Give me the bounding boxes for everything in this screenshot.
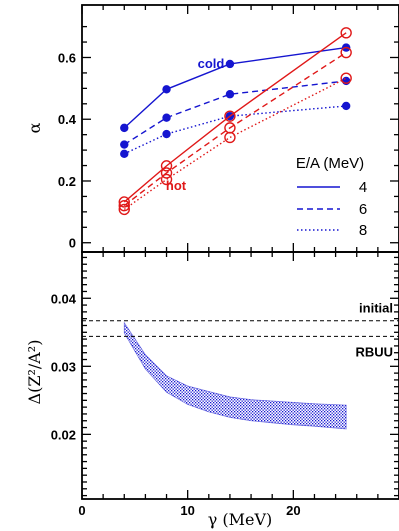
data-point-hot-4 xyxy=(118,196,130,208)
annotation-hot: hot xyxy=(166,178,187,193)
top-y-tick-label: 0.6 xyxy=(58,50,76,65)
top-y-axis-title: α xyxy=(25,122,44,133)
data-point-cold-8 xyxy=(341,101,351,111)
legend-label-8: 8 xyxy=(359,222,367,239)
data-point-cold-6 xyxy=(341,76,351,86)
x-tick-label: 10 xyxy=(180,503,194,518)
bottom-y-tick-labels: 0.02 0.03 0.04 xyxy=(51,291,77,442)
data-point-cold-6 xyxy=(162,113,171,122)
data-point-cold-6 xyxy=(225,90,235,99)
bottom-axis-ticks xyxy=(81,252,399,499)
top-plot-frame xyxy=(81,4,399,253)
uncertainty-band xyxy=(123,321,347,430)
data-point-hot-4 xyxy=(224,110,236,122)
legend-label-4: 4 xyxy=(359,179,367,196)
data-point-hot-4 xyxy=(160,160,173,172)
legend-title: E/A (MeV) xyxy=(296,155,364,172)
data-point-hot-6 xyxy=(118,199,130,212)
data-point-cold-8 xyxy=(120,149,129,159)
annotation-cold: cold xyxy=(198,56,225,71)
top-y-tick-labels: 0 0.2 0.4 0.6 xyxy=(58,50,77,250)
bottom-plot-frame xyxy=(81,251,399,500)
data-point-hot-8 xyxy=(224,131,236,144)
top-y-tick-label: 0.2 xyxy=(58,174,76,189)
bottom-y-axis-title: Δ(Z²/A²) xyxy=(25,340,44,405)
hline-label-rbuu: RBUU xyxy=(355,344,393,359)
x-axis-title: γ (MeV) xyxy=(208,510,273,529)
x-tick-label: 0 xyxy=(78,503,85,518)
series-line-hot-6 xyxy=(123,51,347,207)
data-point-cold-4 xyxy=(225,59,235,69)
top-axis-ticks xyxy=(81,5,399,252)
bottom-y-tick-label: 0.04 xyxy=(51,291,77,306)
top-series-group xyxy=(118,27,352,216)
data-point-hot-8 xyxy=(118,203,130,216)
data-point-cold-6 xyxy=(120,140,129,149)
data-point-cold-4 xyxy=(120,123,129,133)
data-point-hot-6 xyxy=(160,167,173,179)
hline-label-initial: initial xyxy=(359,301,393,316)
bottom-panel: Δ(Z²/A²) 0.020.030.04 0 10 20 initialRBUU … xyxy=(25,251,399,529)
band-group xyxy=(123,321,347,430)
data-point-hot-4 xyxy=(340,27,352,39)
top-y-tick-label: 0 xyxy=(69,236,76,251)
x-tick-label: 20 xyxy=(286,503,300,518)
reference-lines: initial RBUU xyxy=(82,301,399,359)
data-point-cold-8 xyxy=(162,129,171,139)
legend-label-6: 6 xyxy=(359,201,367,218)
series-line-hot-8 xyxy=(123,77,347,210)
x-tick-labels: 0 10 20 xyxy=(78,503,300,518)
series-line-cold-6 xyxy=(123,80,347,146)
data-point-cold-4 xyxy=(162,85,171,94)
bottom-y-tick-label: 0.03 xyxy=(51,359,76,374)
top-y-tick-label: 0.4 xyxy=(58,112,77,127)
data-point-hot-8 xyxy=(340,72,352,84)
data-point-hot-6 xyxy=(340,46,352,59)
data-point-hot-8 xyxy=(160,173,173,186)
series-line-cold-4 xyxy=(123,46,347,129)
series-line-hot-4 xyxy=(123,32,347,203)
bottom-y-tick-label: 0.02 xyxy=(51,427,76,442)
top-panel: α 0 0.2 0.4 0.6 cold hot E/A (MeV) 4 6 8 xyxy=(25,4,399,253)
legend: E/A (MeV) 4 6 8 xyxy=(296,155,367,239)
